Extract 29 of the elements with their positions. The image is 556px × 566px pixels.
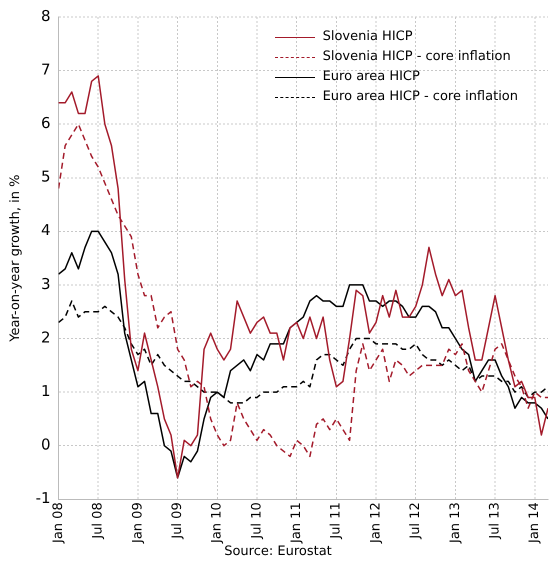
x-tick-label: Jul 11 [328, 502, 344, 540]
x-tick-label: Jan 09 [130, 502, 146, 544]
source-note: Source: Eurostat [223, 544, 333, 559]
y-tick-label: 2 [41, 328, 51, 346]
x-tick-label: Jul 09 [170, 502, 185, 540]
y-tick-label: 8 [41, 6, 51, 25]
y-tick-label: 6 [41, 114, 51, 132]
x-tick-label: Jul 12 [408, 502, 424, 540]
x-tick-label: Jan 13 [448, 502, 463, 544]
x-tick-label: Jan 10 [210, 502, 225, 544]
y-tick-label: 1 [41, 382, 51, 400]
y-tick-label: 7 [41, 60, 51, 78]
x-tick-label: Jan 14 [527, 502, 542, 544]
y-axis-title: Year-on-year growth, in % [8, 174, 24, 343]
legend-label: Slovenia HICP - core inflation [322, 48, 511, 66]
y-tick-label: 0 [41, 436, 51, 454]
x-tick-label: Jan 12 [368, 502, 384, 544]
x-tick-label: Jul 10 [249, 502, 264, 540]
x-tick-label: Jul 08 [90, 502, 106, 540]
legend-label: Euro area HICP - core inflation [322, 88, 518, 106]
y-tick-label: 4 [41, 221, 51, 240]
y-tick-label: 5 [41, 168, 51, 186]
x-tick-label: Jan 08 [50, 502, 66, 544]
y-tick-label: -1 [36, 489, 51, 508]
legend-label: Euro area HICP [322, 68, 420, 86]
legend-label: Slovenia HICP [322, 28, 413, 46]
y-tick-label: 3 [41, 274, 51, 293]
x-tick-label: Jan 11 [289, 502, 304, 544]
x-tick-label: Jul 13 [487, 502, 502, 540]
